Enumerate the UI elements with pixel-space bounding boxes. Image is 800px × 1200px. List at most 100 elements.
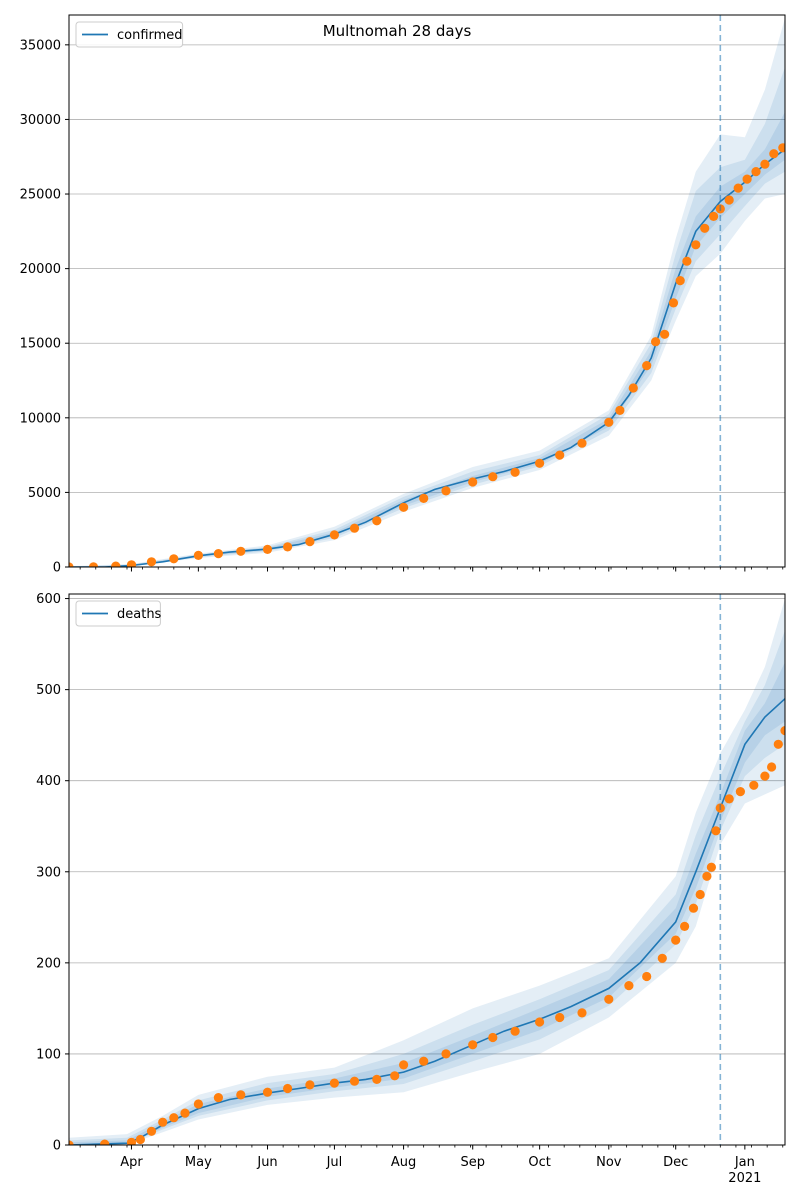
x-tick-label: Jul (326, 1155, 343, 1170)
observed-point (283, 1083, 293, 1094)
observed-point (555, 450, 565, 460)
observed-point (441, 1049, 451, 1059)
observed-point (577, 1008, 587, 1018)
y-tick-label: 600 (36, 592, 61, 607)
observed-point (510, 1026, 520, 1036)
observed-point (158, 1117, 168, 1127)
observed-point (657, 953, 667, 963)
observed-point (283, 542, 293, 552)
observed-point (642, 361, 652, 371)
observed-point (733, 183, 743, 193)
observed-point (724, 195, 734, 205)
observed-point (69, 1140, 74, 1145)
x-tick-label: Jun (256, 1155, 277, 1170)
observed-point (193, 550, 203, 561)
observed-point (767, 762, 777, 772)
chart-title: Multnomah 28 days (323, 22, 472, 40)
confirmed-panel: 0 5000 10000 15000 20000 25000 30000 35000 confi… (20, 14, 786, 576)
y-tick-label: 20000 (20, 262, 61, 277)
observed-point (760, 771, 770, 781)
y-tick-label: 100 (36, 1047, 61, 1062)
observed-point (624, 981, 634, 991)
observed-point (390, 1071, 400, 1081)
y-tick-label: 5000 (28, 486, 61, 501)
observed-point (535, 458, 545, 468)
observed-point (329, 1078, 339, 1088)
observed-point (555, 1012, 565, 1023)
observed-point (399, 502, 409, 512)
x-tick-label: Nov (596, 1155, 622, 1170)
x-tick-label: Aug (391, 1155, 416, 1170)
y-tick-label: 400 (36, 774, 61, 789)
observed-point (680, 921, 690, 932)
observed-point (213, 549, 223, 559)
observed-point (146, 1126, 157, 1136)
legend-box (75, 21, 184, 48)
observed-point (169, 1113, 179, 1123)
model-line-deaths (69, 698, 785, 1145)
observed-point (628, 383, 638, 393)
legend: deaths (75, 600, 162, 627)
x-tick-label: May (185, 1155, 212, 1170)
observed-point (668, 298, 679, 308)
observed-point (372, 1074, 382, 1084)
y-tick-label: 15000 (20, 337, 61, 352)
observed-point (488, 1032, 498, 1043)
observed-point (88, 562, 99, 567)
legend-label: confirmed (117, 28, 183, 43)
observed-point (651, 337, 661, 347)
observed-point (577, 438, 587, 448)
observed-point (262, 1087, 273, 1097)
observed-point (702, 871, 712, 881)
observed-point (169, 554, 179, 564)
observed-point (349, 523, 360, 533)
observed-point (468, 1040, 478, 1050)
y-tick-label: 35000 (20, 38, 61, 53)
observed-point (742, 174, 752, 184)
observed-point (642, 971, 652, 982)
plot-area (69, 598, 785, 1145)
y-tick-label: 25000 (20, 188, 61, 203)
observed-point (419, 1056, 429, 1066)
observed-point (305, 537, 315, 547)
observed-point (691, 240, 701, 250)
observed-point (769, 149, 779, 159)
observed-point (135, 1134, 145, 1145)
legend-box (75, 600, 161, 627)
observed-point (604, 994, 614, 1004)
observed-point (682, 256, 692, 266)
axes-frame (68, 593, 786, 1146)
observed-point (671, 935, 681, 945)
observed-point (749, 780, 759, 790)
legend: confirmed (75, 21, 184, 48)
observed-point (146, 557, 157, 567)
observed-point (69, 562, 74, 567)
observed-point (305, 1080, 315, 1090)
y-tick-label: 0 (53, 1139, 61, 1154)
observed-point (604, 417, 614, 427)
y-tick-label: 0 (53, 561, 61, 576)
observed-point (111, 561, 121, 567)
observed-point (419, 493, 429, 503)
observed-point (399, 1060, 409, 1070)
observed-point (236, 546, 246, 556)
y-tick-label: 30000 (20, 113, 61, 128)
observed-point (349, 1076, 360, 1086)
observed-point (180, 1108, 190, 1118)
observed-point (126, 560, 137, 567)
observed-point (724, 794, 734, 804)
observed-point (615, 405, 625, 415)
observed-point (193, 1099, 203, 1109)
x-tick-sublabel: 2021 (728, 1171, 761, 1186)
observed-point (100, 1139, 110, 1145)
observed-point (675, 276, 685, 286)
observed-point (535, 1017, 545, 1027)
x-tick-label: Oct (528, 1155, 550, 1170)
x-tick-label: Sep (460, 1155, 485, 1170)
observed-point (706, 862, 717, 872)
observed-point (510, 467, 520, 477)
observed-point (773, 739, 783, 749)
uncertainty-band-1 (69, 18, 785, 567)
y-tick-label: 10000 (20, 411, 61, 426)
observed-point (778, 143, 785, 153)
